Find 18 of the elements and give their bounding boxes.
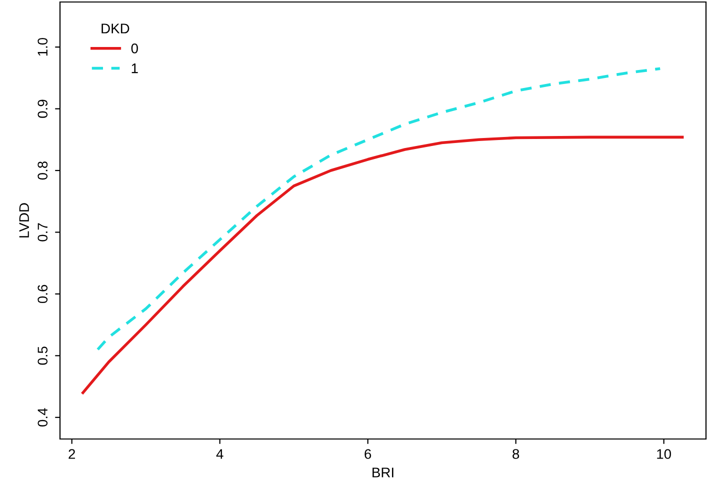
- x-tick-label: 4: [216, 449, 224, 459]
- x-axis-title: BRI: [372, 468, 394, 478]
- x-tick-label: 2: [68, 449, 76, 459]
- legend-label: 0: [131, 44, 138, 54]
- legend-label: 1: [132, 64, 138, 74]
- y-axis-title: LVDD: [19, 203, 29, 238]
- y-tick-label: 0.5: [38, 346, 48, 365]
- y-tick-label: 0.7: [38, 223, 48, 242]
- x-tick-label: 6: [364, 449, 372, 459]
- y-tick-label: 0.9: [38, 100, 48, 118]
- y-tick-label: 0.6: [38, 284, 48, 304]
- y-tick-label: 0.8: [38, 161, 48, 180]
- x-tick-label: 10: [657, 449, 672, 459]
- y-tick-label: 0.4: [38, 408, 48, 427]
- x-tick-label: 8: [512, 449, 520, 459]
- line-series: [82, 136, 684, 394]
- y-tick-label: 1.0: [38, 38, 48, 56]
- legend-title: DKD: [102, 24, 130, 34]
